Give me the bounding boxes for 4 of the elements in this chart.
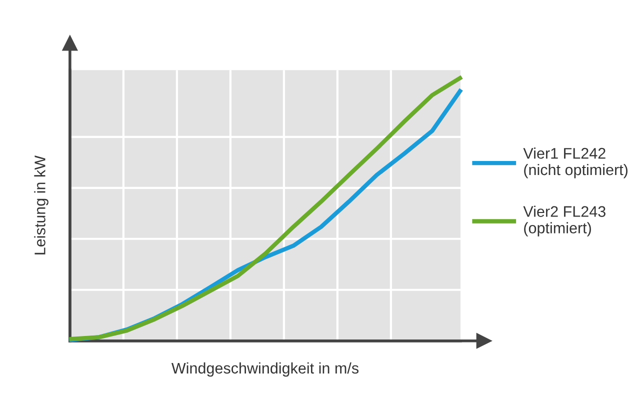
legend-label: Vier1 FL242 (nicht optimiert) <box>523 148 628 178</box>
y-axis-title: Leistung in kW <box>34 155 48 254</box>
legend-label: Vier2 FL243 (optimiert) <box>523 206 606 236</box>
x-axis-title: Windgeschwindigkeit in m/s <box>171 362 359 377</box>
